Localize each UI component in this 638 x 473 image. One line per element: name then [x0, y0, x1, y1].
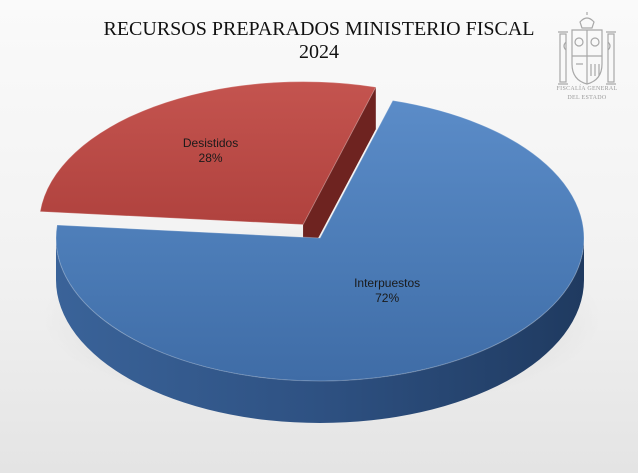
slice-label-interpuestos: Interpuestos 72% — [347, 276, 427, 306]
slice-top-desistidos — [39, 81, 377, 226]
slice-label-desistidos: Desistidos 28% — [171, 136, 251, 166]
slice-side-interpuestos — [56, 238, 584, 423]
coat-of-arms-logo — [558, 12, 616, 85]
logo-text-line1: FISCALÍA GENERAL — [556, 86, 618, 92]
slice-label-name: Desistidos — [182, 136, 239, 151]
chart-subtitle: 2024 — [299, 41, 339, 63]
slice-top-interpuestos — [55, 99, 585, 382]
logo-text-line2: DEL ESTADO — [567, 95, 607, 101]
slice-label-name: Interpuestos — [354, 276, 421, 291]
slice-wall-desistidos — [303, 87, 376, 267]
slice-label-value: 28% — [198, 151, 223, 166]
chart-title-block: RECURSOS PREPARADOS MINISTERIO FISCAL 20… — [0, 18, 638, 64]
slice-label-value: 72% — [375, 291, 400, 306]
chart-title: RECURSOS PREPARADOS MINISTERIO FISCAL — [103, 18, 535, 40]
